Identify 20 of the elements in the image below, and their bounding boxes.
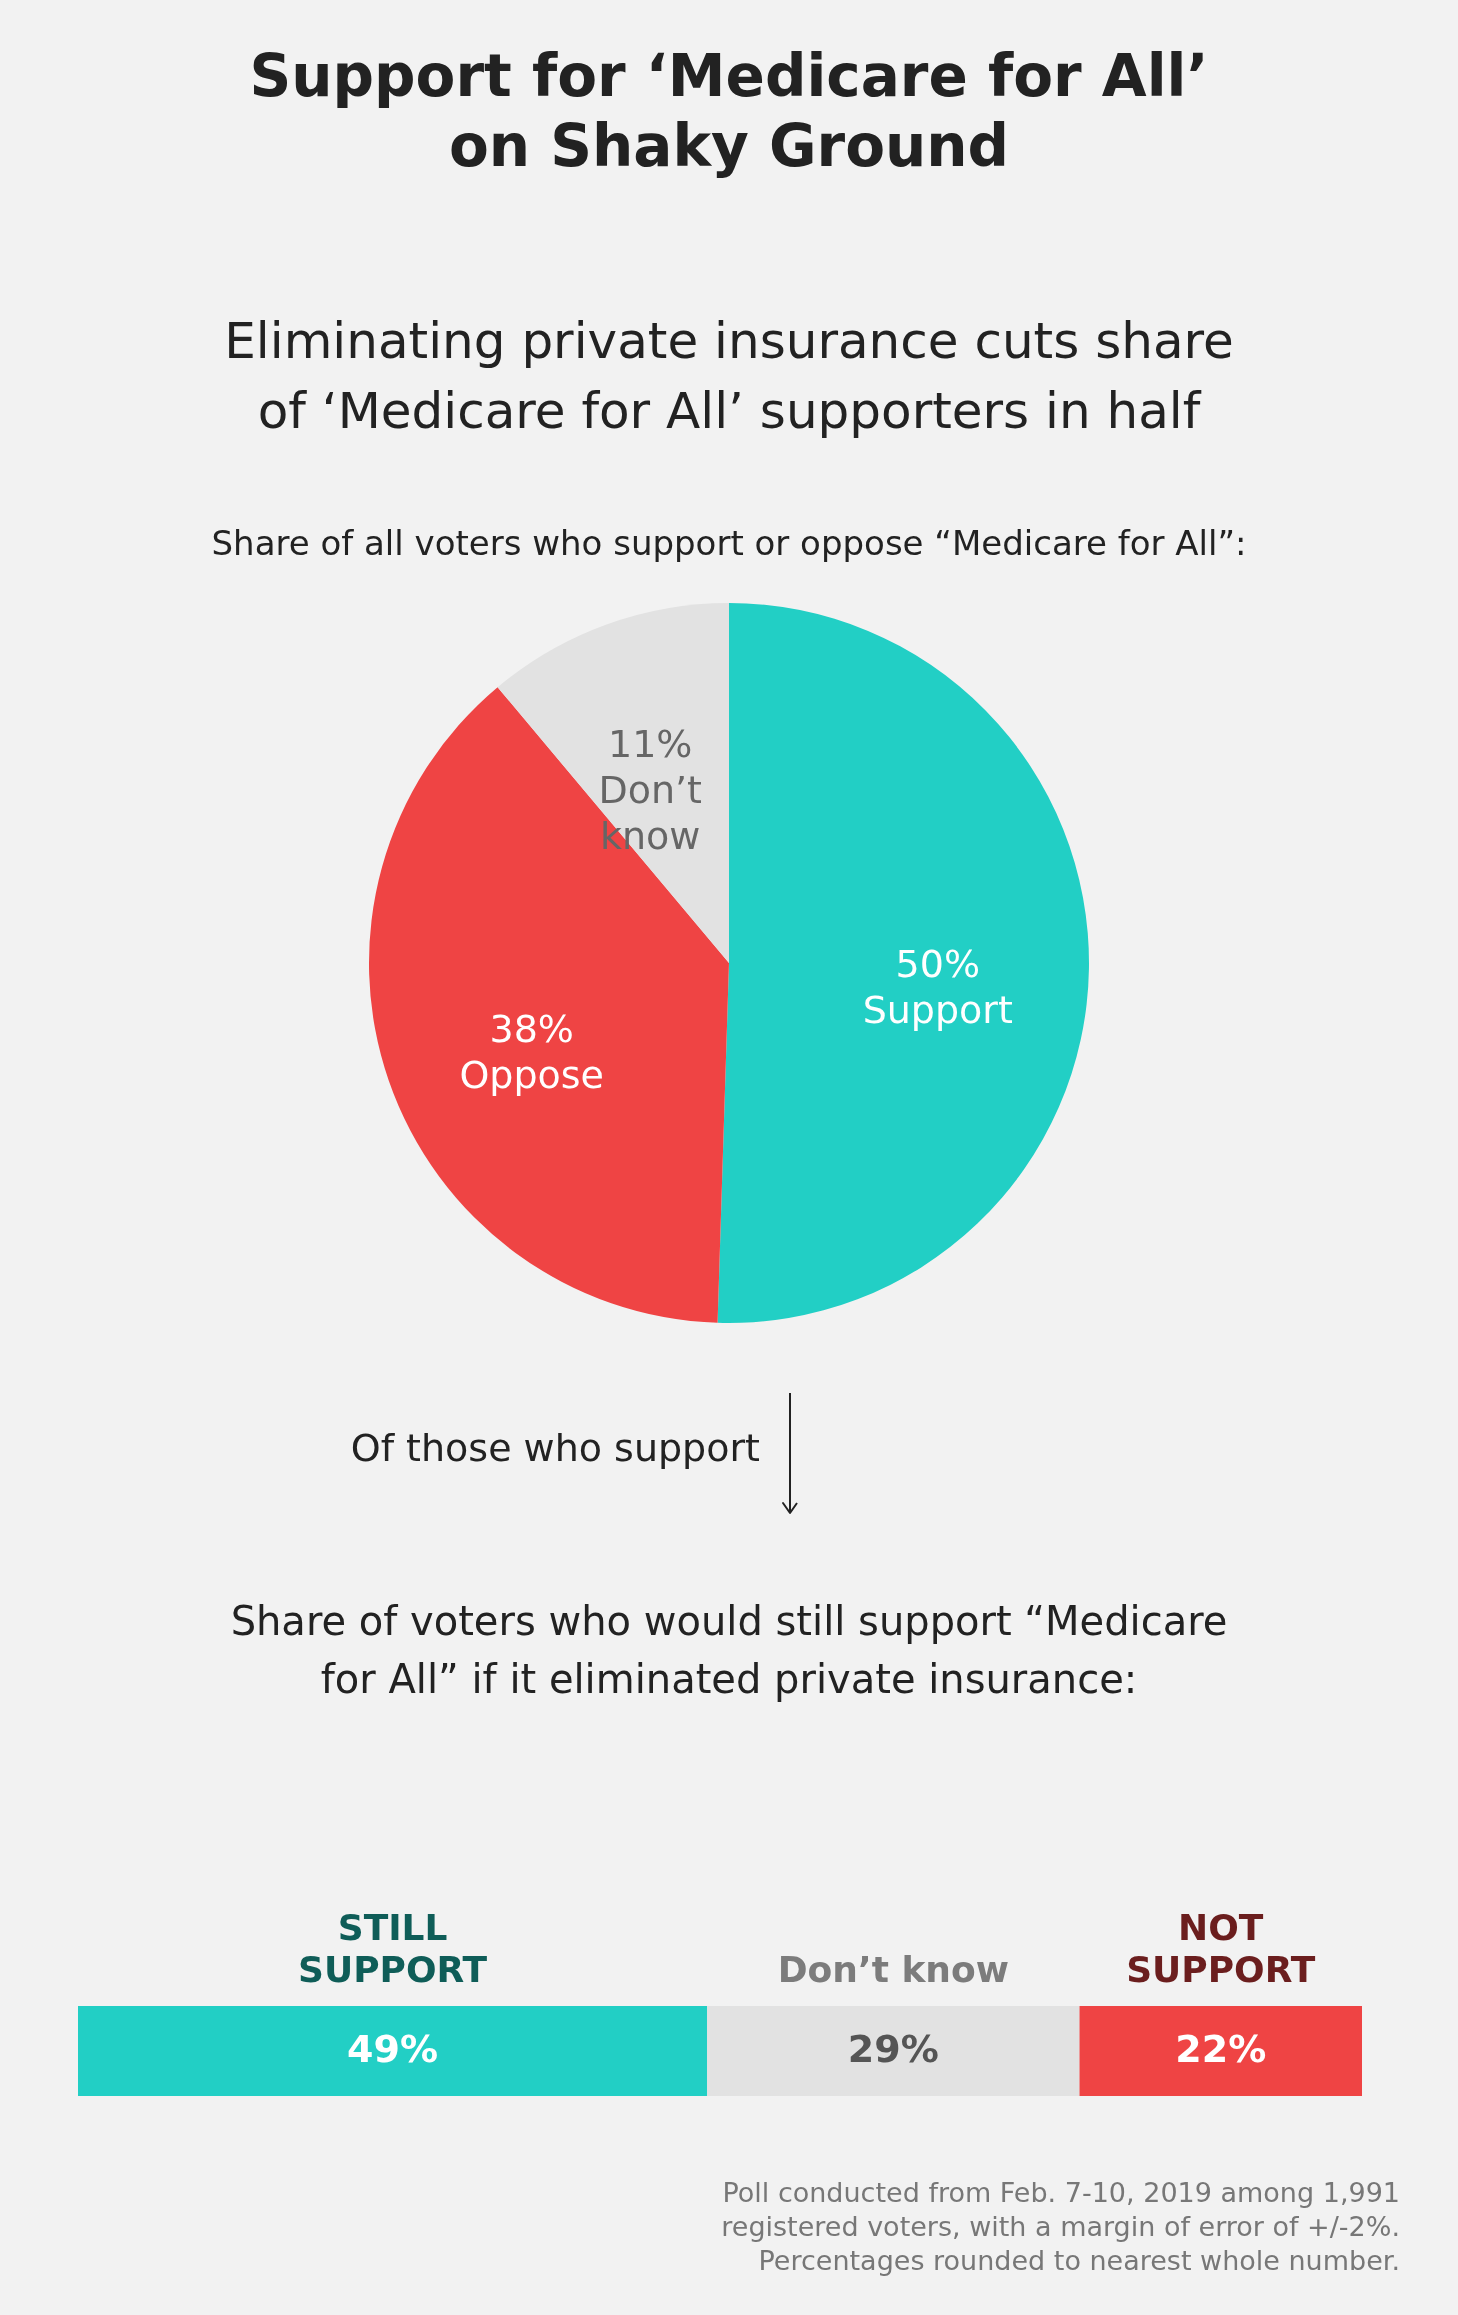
pie-slice <box>717 603 1089 1323</box>
pie-slice <box>497 603 729 963</box>
data-label: 11% <box>607 722 693 767</box>
data-label: 29% <box>847 2027 939 2071</box>
series-label: Don’t know <box>777 1949 1009 1990</box>
data-label: 50% <box>895 942 981 987</box>
slice-label: Support <box>862 988 1013 1033</box>
chart-title: Support for ‘Medicare for All’ on Shaky Ground <box>249 42 1209 180</box>
data-label: 22% <box>1175 2027 1267 2071</box>
text: Share of all voters who support or oppose “Medicare for All”: <box>211 523 1247 563</box>
chart-subtitle: Eliminating private insurance cuts share of ‘Medicare for All’ supporters in half <box>224 312 1234 440</box>
slice-label: Oppose <box>459 1053 604 1098</box>
series-label: NOT SUPPORT <box>1126 1907 1316 1990</box>
text: Of those who support <box>350 1426 760 1470</box>
pie-slice <box>369 687 729 1323</box>
data-label: 38% <box>489 1007 574 1052</box>
series-label: STILL SUPPORT <box>297 1907 488 1990</box>
data-label: 49% <box>347 2027 439 2071</box>
text: Poll conducted from Feb. 7-10, 2019 among 1,991 registered voters, with a margin of error of +/-2%. Percentages rounded to nearest whole number. <box>721 2177 1400 2276</box>
chart-title: Share of voters who would still support “Medicare for All” if it eliminated private insurance: <box>230 1598 1228 1702</box>
